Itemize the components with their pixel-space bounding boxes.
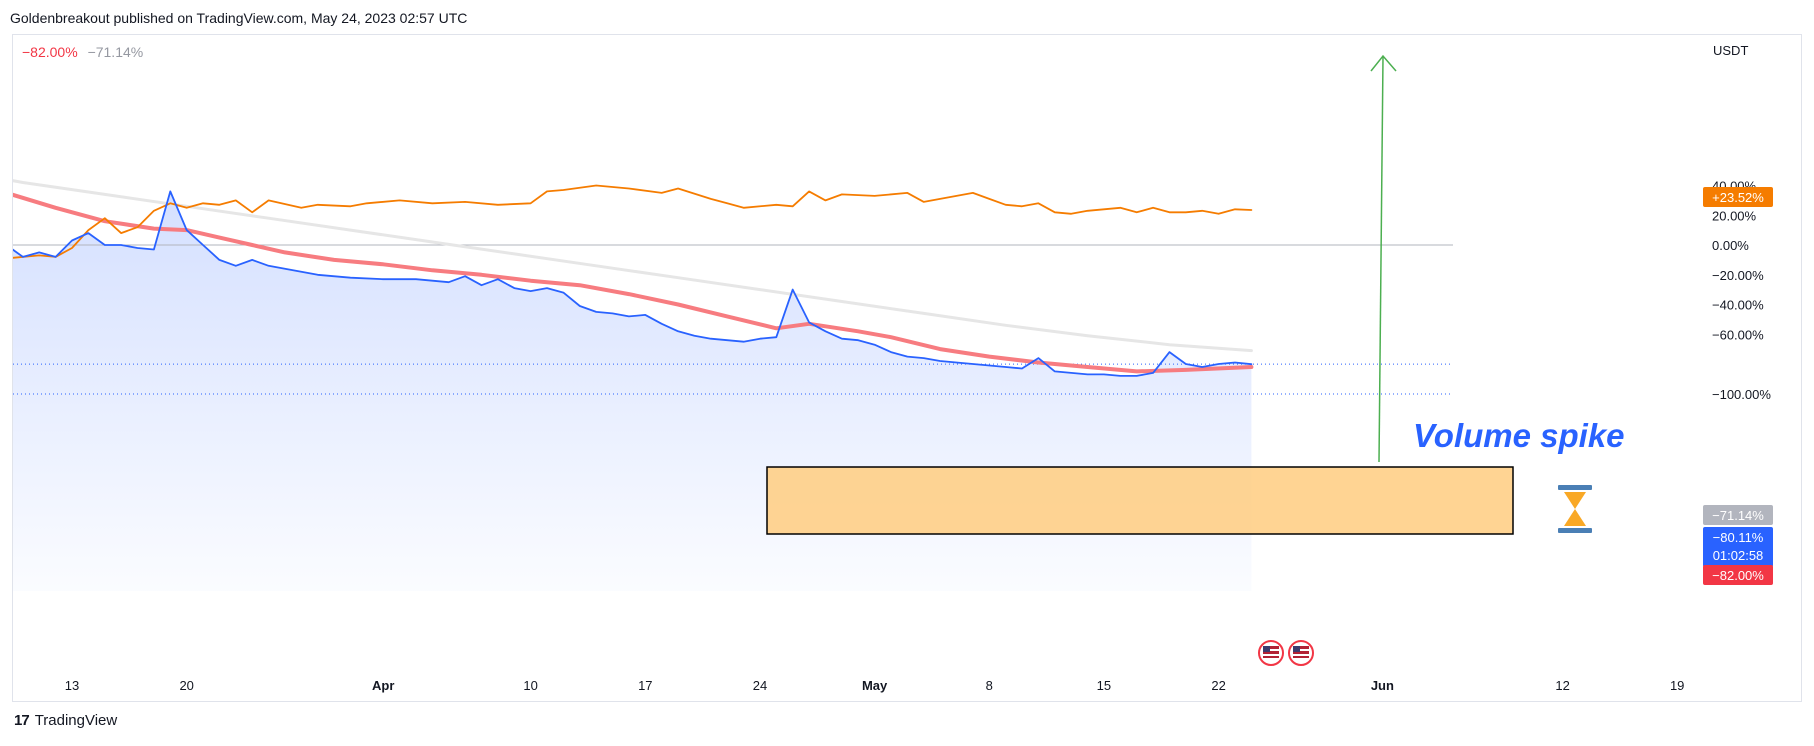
currency-label: USDT <box>1713 43 1748 58</box>
x-tick-label: 12 <box>1555 678 1569 693</box>
x-tick-label: 19 <box>1670 678 1684 693</box>
hourglass-icon <box>1558 485 1592 533</box>
x-tick-label: 10 <box>523 678 537 693</box>
flag-icon <box>1288 640 1314 666</box>
x-tick-label: 13 <box>65 678 79 693</box>
green-arrow-head <box>1370 54 1397 72</box>
x-tick-label: 8 <box>986 678 993 693</box>
legend-value-1: −82.00% <box>22 44 78 60</box>
price-badge-label: +23.52% <box>1712 190 1764 205</box>
footer-brand[interactable]: 17 TradingView <box>14 712 117 729</box>
x-tick-label: 17 <box>638 678 652 693</box>
y-tick-label: −60.00% <box>1712 327 1764 342</box>
price-badge-label: −71.14% <box>1712 508 1764 523</box>
footer-brand-label: TradingView <box>34 712 118 729</box>
price-badge: −82.00% <box>1703 565 1773 585</box>
y-tick-label: −100.00% <box>1712 387 1771 402</box>
price-badge-sublabel: 01:02:58 <box>1713 548 1764 563</box>
grey-ma-line <box>13 179 1253 353</box>
blue-series-line <box>13 190 1253 377</box>
publisher-header: Goldenbreakout published on TradingView.… <box>10 10 468 26</box>
flag-icon <box>1258 640 1284 666</box>
annotation-volume-spike: Volume spike <box>1413 417 1625 454</box>
y-tick-label: −40.00% <box>1712 298 1764 313</box>
legend: −82.00% −71.14% <box>22 44 143 60</box>
x-tick-label: 24 <box>753 678 767 693</box>
price-badge-label: −82.00% <box>1712 568 1764 583</box>
legend-value-2: −71.14% <box>87 44 144 60</box>
price-badge-label: −80.11% <box>1713 530 1764 545</box>
red-ma-line <box>13 192 1254 374</box>
volume-box <box>766 466 1514 535</box>
x-tick-label: Apr <box>372 678 394 693</box>
tradingview-logo-icon: 17 <box>14 712 30 729</box>
x-tick-label: Jun <box>1371 678 1394 693</box>
x-tick-label: 22 <box>1211 678 1225 693</box>
x-tick-label: May <box>862 678 888 693</box>
price-chart[interactable]: Volume spike40.00%20.00%0.00%−20.00%−40.… <box>13 35 1801 701</box>
y-tick-label: −20.00% <box>1712 268 1764 283</box>
orange-series-line <box>13 184 1253 259</box>
green-arrow-line <box>1378 56 1384 463</box>
y-tick-label: 0.00% <box>1712 238 1749 253</box>
chart-panel[interactable]: Volume spike 40.00% 20.00% 0.00% −20.00% −40.… <box>12 34 1802 702</box>
price-badge: +23.52% <box>1703 187 1773 207</box>
price-badge: −80.11% 01:02:58 <box>1703 527 1773 567</box>
price-badge: −71.14% <box>1703 505 1773 525</box>
y-tick-label: 20.00% <box>1712 208 1757 223</box>
x-tick-label: 15 <box>1097 678 1111 693</box>
x-tick-label: 20 <box>179 678 193 693</box>
